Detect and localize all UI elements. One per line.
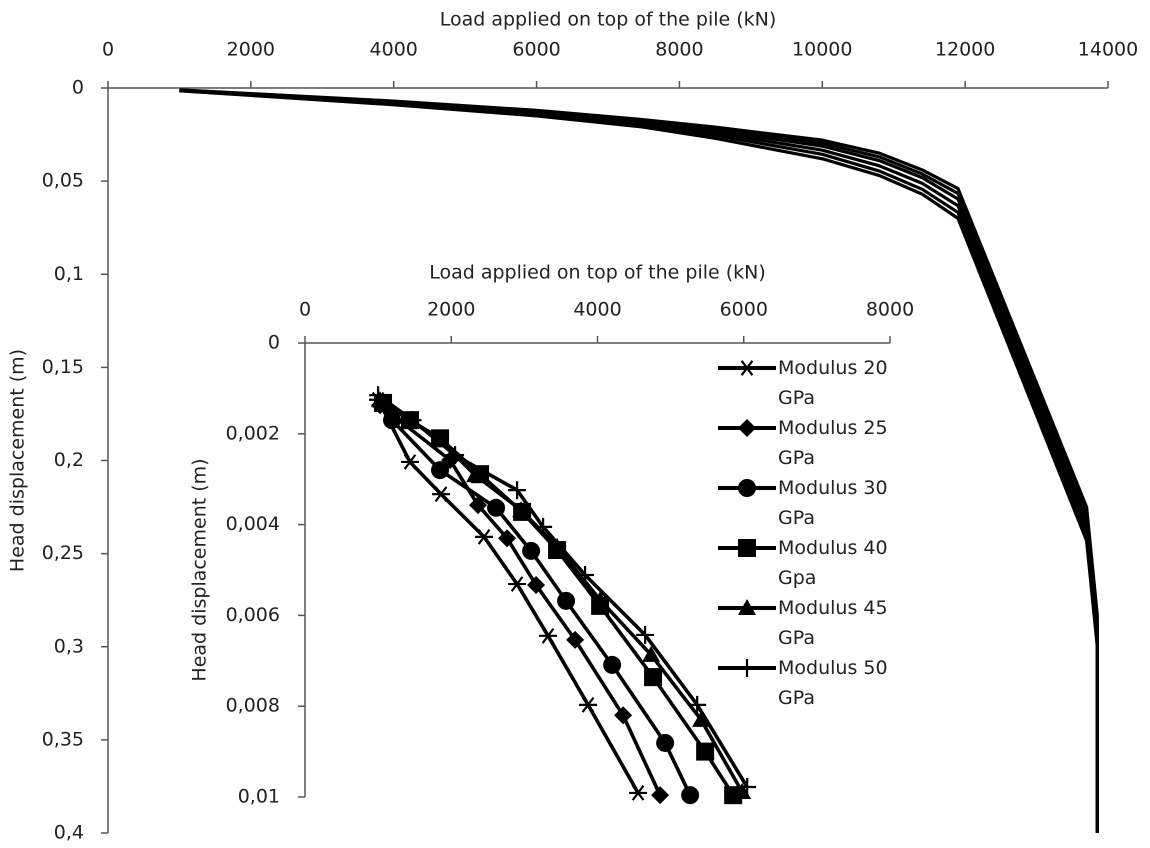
- y-tick-label: 0,004: [226, 513, 280, 535]
- legend-label: Modulus 45 GPa: [778, 597, 888, 649]
- marker: [432, 486, 451, 503]
- marker: [371, 391, 390, 408]
- marker: [403, 411, 422, 430]
- marker: [522, 541, 541, 560]
- y-tick-label: 0,006: [226, 604, 280, 626]
- x-tick-label: 0: [299, 299, 311, 321]
- x-tick-label: 8000: [655, 39, 703, 61]
- x-tick-label: 6000: [512, 39, 560, 61]
- y-tick-label: 0,2: [54, 449, 84, 471]
- x-tick-label: 4000: [573, 299, 621, 321]
- marker: [446, 446, 465, 465]
- series-line: [179, 88, 1099, 833]
- y-tick-label: 0,1: [54, 263, 84, 285]
- marker: [431, 461, 450, 480]
- x-axis-title: Load applied on top of the pile (kN): [440, 9, 777, 31]
- marker: [656, 733, 675, 752]
- marker: [576, 565, 595, 584]
- marker: [696, 742, 715, 761]
- x-tick-label: 6000: [720, 299, 768, 321]
- marker: [614, 706, 633, 725]
- marker: [431, 431, 450, 448]
- x-tick-label: 4000: [370, 39, 418, 61]
- marker: [527, 575, 546, 594]
- marker: [508, 481, 527, 500]
- series-line: [377, 393, 749, 788]
- marker: [738, 479, 756, 497]
- marker: [738, 419, 756, 437]
- y-axis-title: Head displacement (m): [7, 349, 29, 572]
- marker: [681, 786, 700, 805]
- marker: [475, 528, 494, 545]
- y-tick-label: 0,15: [42, 356, 84, 378]
- x-tick-label: 12000: [935, 39, 995, 61]
- marker: [738, 778, 757, 797]
- y-tick-label: 0,35: [42, 728, 84, 750]
- marker: [738, 659, 756, 677]
- legend-label: Modulus 20 GPa: [778, 357, 888, 409]
- legend-label: Modulus 50 GPa: [778, 657, 888, 709]
- marker: [738, 360, 756, 376]
- marker: [644, 668, 663, 687]
- y-tick-label: 0,05: [42, 170, 84, 192]
- series-line: [378, 403, 662, 796]
- marker: [466, 466, 485, 483]
- x-tick-label: 0: [102, 39, 114, 61]
- marker: [738, 599, 756, 615]
- marker: [579, 696, 598, 713]
- y-tick-label: 0,002: [226, 422, 280, 444]
- x-tick-label: 10000: [792, 39, 852, 61]
- marker: [566, 630, 585, 649]
- marker: [401, 454, 420, 470]
- series-line: [179, 88, 1099, 833]
- y-tick-label: 0: [72, 77, 84, 99]
- marker: [724, 786, 743, 805]
- legend-label: Modulus 40 Gpa: [778, 537, 888, 589]
- series-line: [390, 418, 692, 796]
- x-tick-label: 8000: [866, 299, 914, 321]
- marker: [651, 786, 670, 805]
- y-tick-label: 0,25: [42, 542, 84, 564]
- marker: [738, 539, 756, 557]
- marker: [383, 411, 402, 430]
- marker: [512, 501, 531, 518]
- y-tick-label: 0,3: [54, 635, 84, 657]
- y-tick-label: 0,4: [54, 822, 84, 844]
- marker: [688, 695, 707, 714]
- marker: [692, 710, 711, 727]
- marker: [603, 655, 622, 674]
- marker: [636, 625, 655, 644]
- marker: [642, 645, 661, 662]
- y-tick-label: 0,008: [226, 695, 280, 717]
- legend-label: Modulus 30 GPa: [778, 477, 888, 529]
- x-tick-label: 2000: [427, 299, 475, 321]
- marker: [498, 529, 517, 548]
- x-axis-title: Load applied on top of the pile (kN): [429, 262, 766, 284]
- y-axis-title: Head displacement (m): [189, 458, 211, 681]
- x-tick-label: 14000: [1078, 39, 1138, 61]
- marker: [557, 591, 576, 610]
- marker: [534, 517, 553, 536]
- marker: [508, 576, 527, 592]
- marker: [629, 785, 648, 801]
- marker: [591, 590, 610, 607]
- y-tick-label: 0,01: [238, 786, 280, 808]
- y-tick-label: 0: [268, 332, 280, 354]
- x-tick-label: 2000: [227, 39, 275, 61]
- marker: [487, 498, 506, 517]
- marker: [369, 386, 388, 405]
- marker: [539, 627, 558, 644]
- legend-label: Modulus 25 GPa: [778, 417, 888, 469]
